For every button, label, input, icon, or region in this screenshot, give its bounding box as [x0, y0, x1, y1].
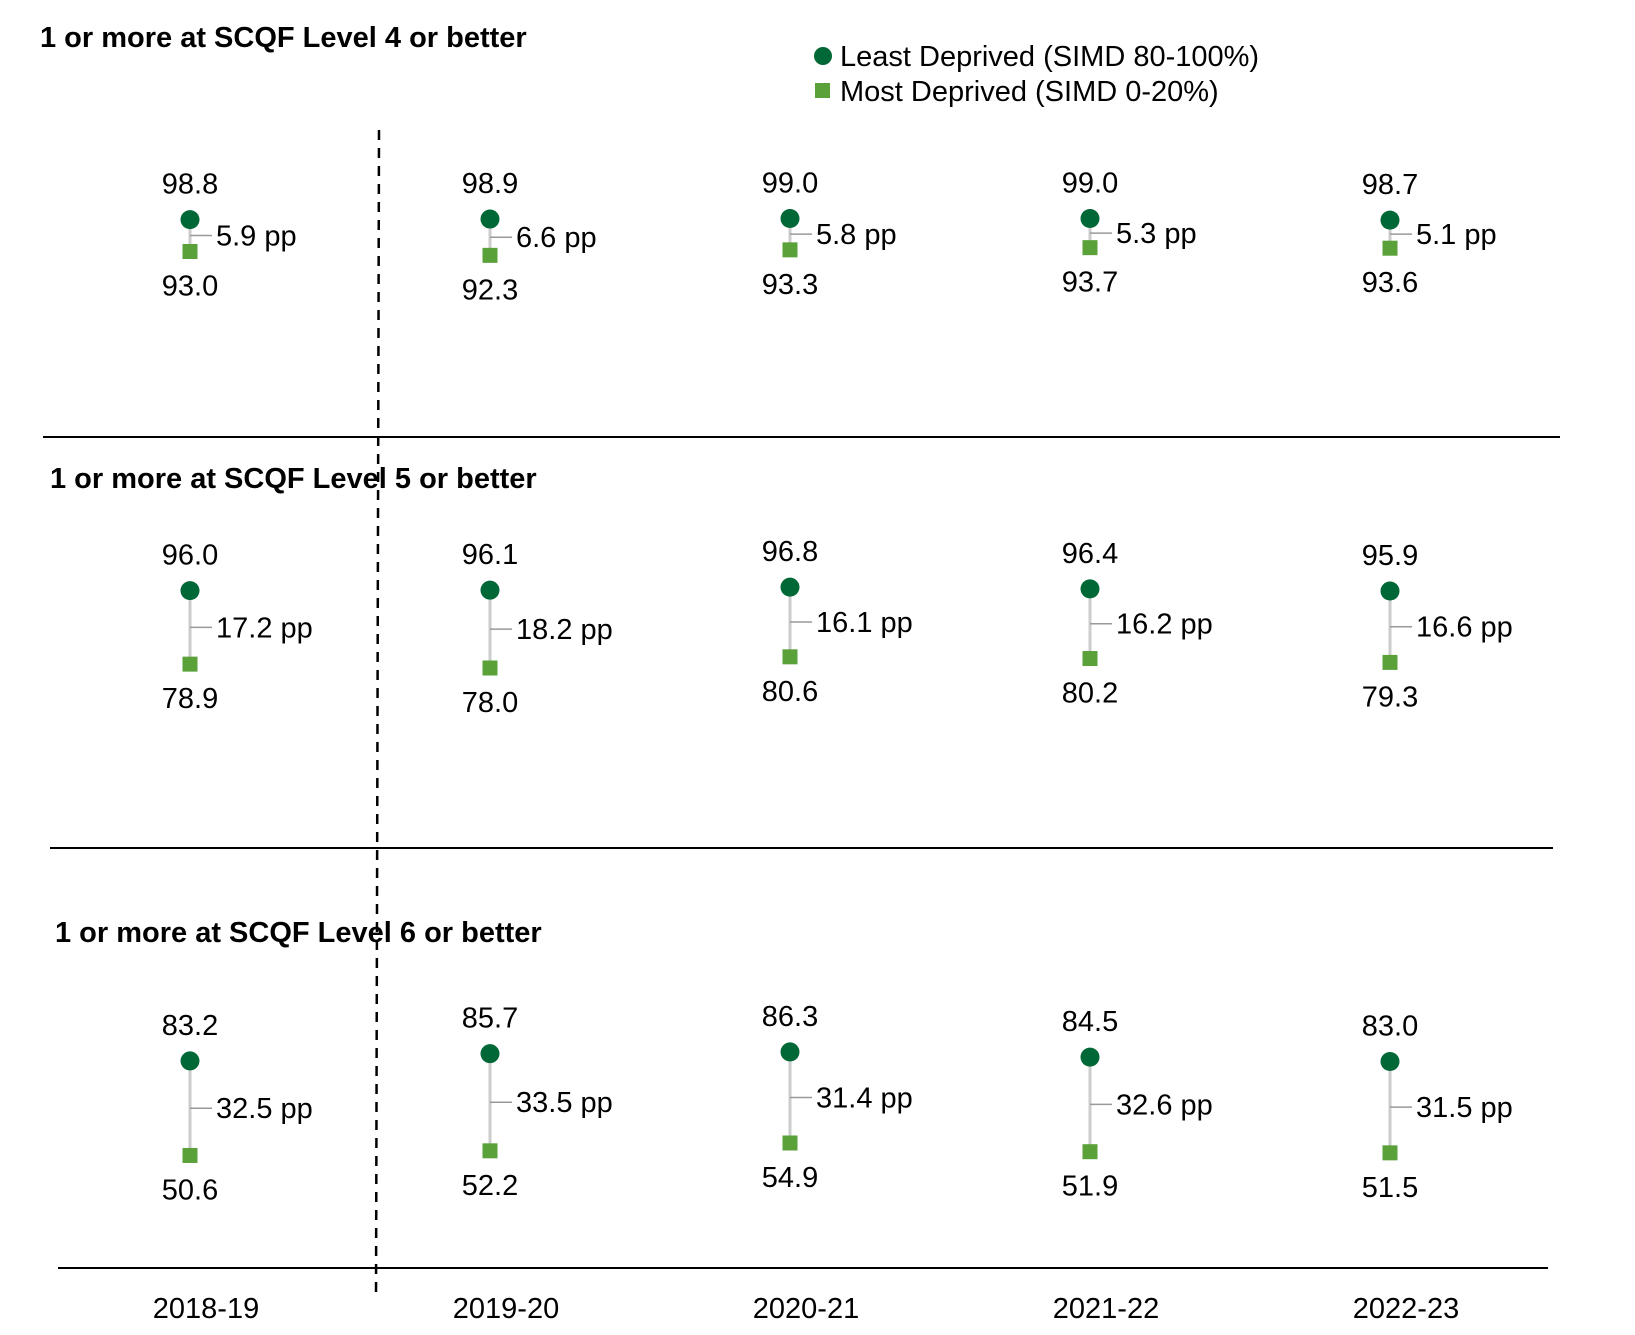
most-deprived-point — [1082, 651, 1098, 667]
most-deprived-point — [782, 649, 798, 665]
least-deprived-point — [780, 577, 800, 597]
least-deprived-point — [1380, 1052, 1400, 1071]
most-deprived-point — [1082, 240, 1098, 256]
legend-most-marker — [815, 83, 830, 98]
least-deprived-point — [1080, 579, 1100, 599]
least-deprived-point — [1080, 1047, 1100, 1067]
least-value-label: 96.0 — [162, 540, 218, 572]
least-deprived-point — [180, 581, 200, 601]
most-deprived-point — [482, 1143, 498, 1159]
gap-label: 5.1 pp — [1416, 219, 1497, 251]
panel-title: 1 or more at SCQF Level 5 or better — [50, 463, 537, 495]
most-value-label: 52.2 — [462, 1170, 518, 1202]
least-value-label: 85.7 — [462, 1003, 518, 1035]
legend: Least Deprived (SIMD 80-100%) Most Depri… — [814, 41, 1259, 108]
least-deprived-point — [1380, 581, 1400, 601]
least-value-label: 95.9 — [1362, 540, 1418, 572]
most-deprived-point — [1382, 654, 1398, 670]
gap-label: 16.1 pp — [816, 607, 913, 639]
panel-title: 1 or more at SCQF Level 6 or better — [55, 917, 542, 949]
gap-label: 18.2 pp — [516, 614, 613, 646]
least-value-label: 96.8 — [762, 536, 818, 568]
least-value-label: 96.1 — [462, 539, 518, 571]
most-value-label: 78.9 — [162, 683, 218, 715]
most-deprived-point — [1382, 1145, 1398, 1161]
most-value-label: 92.3 — [462, 274, 518, 306]
legend-most-label: Most Deprived (SIMD 0-20%) — [840, 76, 1219, 108]
gap-label: 31.4 pp — [816, 1082, 913, 1114]
panel-title: 1 or more at SCQF Level 4 or better — [40, 22, 527, 54]
gap-label: 32.5 pp — [216, 1093, 313, 1125]
most-deprived-point — [182, 244, 198, 259]
legend-least-marker — [814, 47, 832, 65]
most-value-label: 78.0 — [462, 687, 518, 719]
gap-label: 31.5 pp — [1416, 1092, 1513, 1124]
x-tick-label: 2021-22 — [1053, 1293, 1159, 1325]
most-deprived-point — [482, 247, 498, 263]
x-tick-label: 2018-19 — [153, 1293, 259, 1325]
gap-label: 16.2 pp — [1116, 609, 1213, 641]
most-value-label: 93.3 — [762, 269, 818, 301]
most-value-label: 54.9 — [762, 1162, 818, 1194]
most-deprived-point — [182, 1147, 198, 1163]
x-axis: 2018-19 2019-20 2020-21 2021-22 2022-23 — [153, 1293, 1459, 1325]
most-value-label: 51.9 — [1062, 1171, 1118, 1203]
most-deprived-point — [182, 656, 198, 672]
most-deprived-point — [782, 1135, 798, 1151]
gap-label: 17.2 pp — [216, 612, 313, 644]
least-value-label: 98.9 — [462, 168, 518, 200]
least-value-label: 83.2 — [162, 1010, 218, 1042]
most-value-label: 51.5 — [1362, 1172, 1418, 1204]
least-value-label: 84.5 — [1062, 1006, 1118, 1038]
least-deprived-point — [480, 209, 500, 229]
least-deprived-point — [480, 580, 500, 600]
gap-label: 5.9 pp — [216, 221, 297, 253]
most-deprived-point — [482, 660, 498, 676]
panel-1: 1 or more at SCQF Level 4 or better 98.8 9… — [40, 22, 1560, 438]
legend-least-label: Least Deprived (SIMD 80-100%) — [840, 41, 1259, 73]
gap-label: 5.3 pp — [1116, 218, 1197, 250]
panel-3: 1 or more at SCQF Level 6 or better 83.2 5… — [55, 917, 1548, 1269]
least-deprived-point — [180, 210, 200, 230]
most-value-label: 50.6 — [162, 1174, 218, 1206]
most-deprived-point — [1382, 240, 1398, 256]
least-deprived-point — [1080, 209, 1100, 228]
least-deprived-point — [780, 1042, 800, 1062]
most-value-label: 93.7 — [1062, 267, 1118, 299]
least-value-label: 98.7 — [1362, 169, 1418, 201]
gap-label: 6.6 pp — [516, 222, 597, 254]
gap-label: 16.6 pp — [1416, 612, 1513, 644]
most-value-label: 80.6 — [762, 676, 818, 708]
x-tick-label: 2020-21 — [753, 1293, 859, 1325]
least-value-label: 98.8 — [162, 169, 218, 201]
most-value-label: 93.0 — [162, 271, 218, 303]
least-value-label: 99.0 — [762, 168, 818, 200]
most-value-label: 93.6 — [1362, 267, 1418, 299]
panels: 1 or more at SCQF Level 4 or better 98.8 9… — [40, 22, 1560, 1301]
least-deprived-point — [480, 1044, 500, 1064]
least-deprived-point — [180, 1051, 200, 1071]
least-value-label: 86.3 — [762, 1001, 818, 1033]
most-deprived-point — [782, 242, 798, 258]
least-deprived-point — [1380, 210, 1400, 230]
least-value-label: 83.0 — [1362, 1011, 1418, 1043]
x-tick-label: 2019-20 — [453, 1293, 559, 1325]
gap-label: 5.8 pp — [816, 219, 897, 251]
least-deprived-point — [780, 209, 800, 228]
panel-2: 1 or more at SCQF Level 5 or better 96.0 7… — [50, 463, 1553, 849]
most-value-label: 80.2 — [1062, 678, 1118, 710]
gap-label: 32.6 pp — [1116, 1089, 1213, 1121]
most-value-label: 79.3 — [1362, 681, 1418, 713]
gap-label: 33.5 pp — [516, 1087, 613, 1119]
reference-dashed-line — [374, 129, 381, 1301]
least-value-label: 99.0 — [1062, 168, 1118, 200]
least-value-label: 96.4 — [1062, 538, 1118, 570]
most-deprived-point — [1082, 1144, 1098, 1160]
x-tick-label: 2022-23 — [1353, 1293, 1459, 1325]
